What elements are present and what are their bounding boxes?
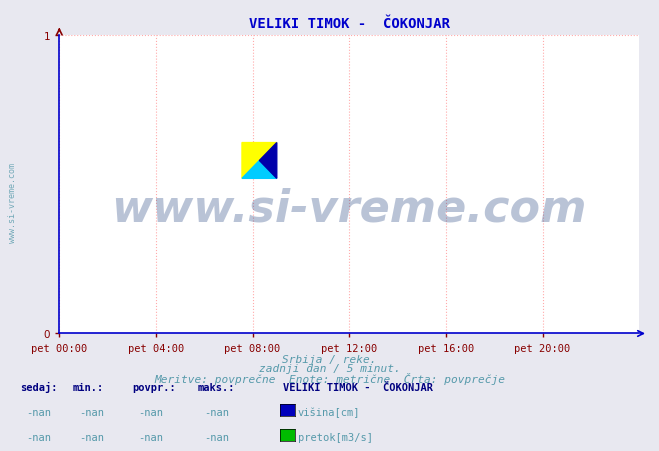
Text: sedaj:: sedaj: [20,381,57,392]
Polygon shape [242,143,277,179]
Text: min.:: min.: [72,382,103,392]
Text: zadnji dan / 5 minut.: zadnji dan / 5 minut. [258,363,401,373]
Text: -nan: -nan [79,407,104,417]
Text: VELIKI TIMOK -  ČOKONJAR: VELIKI TIMOK - ČOKONJAR [283,382,434,392]
Text: maks.:: maks.: [198,382,235,392]
Text: pretok[m3/s]: pretok[m3/s] [298,432,373,442]
Text: www.si-vreme.com: www.si-vreme.com [8,163,17,243]
Text: -nan: -nan [26,432,51,442]
Text: višina[cm]: višina[cm] [298,406,360,417]
Text: -nan: -nan [79,432,104,442]
Text: Srbija / reke.: Srbija / reke. [282,354,377,364]
Text: www.si-vreme.com: www.si-vreme.com [111,187,587,230]
Text: -nan: -nan [204,407,229,417]
Text: Meritve: povprečne  Enote: metrične  Črta: povprečje: Meritve: povprečne Enote: metrične Črta:… [154,372,505,384]
Polygon shape [242,161,277,179]
Polygon shape [260,143,277,179]
Text: povpr.:: povpr.: [132,382,175,392]
Text: -nan: -nan [138,432,163,442]
Text: -nan: -nan [26,407,51,417]
Title: VELIKI TIMOK -  ČOKONJAR: VELIKI TIMOK - ČOKONJAR [248,17,450,31]
Text: -nan: -nan [204,432,229,442]
Text: -nan: -nan [138,407,163,417]
